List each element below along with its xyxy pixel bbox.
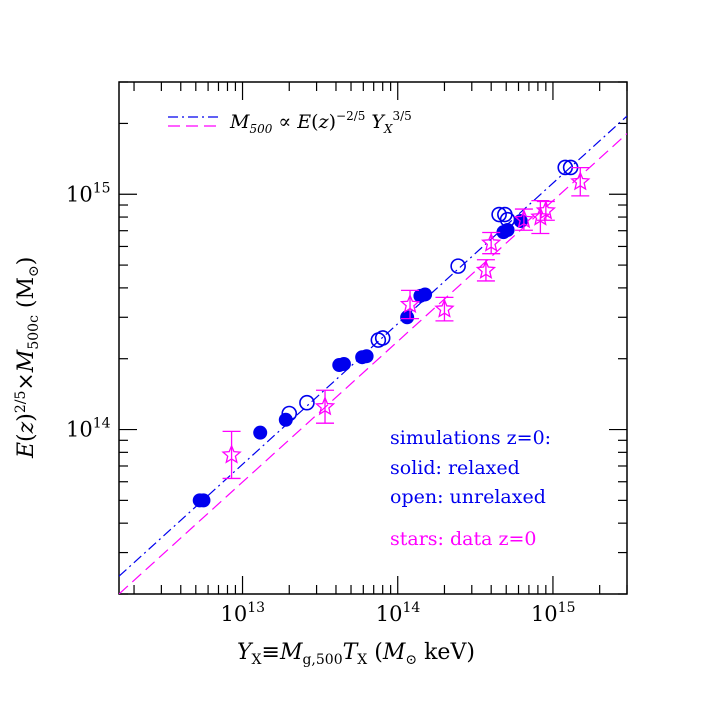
legend: M500 ∝ E(z)−2/5 YX3/5 [168, 109, 412, 136]
unrelaxed-sim-point [299, 394, 315, 411]
observed-data-star [221, 444, 242, 464]
unrelaxed-sim-point [374, 330, 391, 346]
unrelaxed-sim-point [491, 206, 507, 223]
unrelaxed-sim-point [499, 211, 516, 228]
unrelaxed-sim-point [450, 258, 466, 274]
observed-data-star [399, 293, 421, 314]
y-tick-label: 1014 [66, 416, 111, 442]
relaxed-sim-point [336, 356, 351, 371]
legend-formula: M500 ∝ E(z)−2/5 YX3/5 [229, 109, 412, 136]
observed-data-star [530, 206, 551, 226]
observed-data-star [513, 208, 535, 229]
data-points [192, 159, 591, 508]
x-axis-label: YX≡Mg,500TX (M⊙ keV) [237, 640, 475, 668]
fit-line-dashdot [119, 115, 627, 577]
annotation-simulations: simulations z=0: [390, 427, 551, 449]
relaxed-sim-point [359, 349, 374, 364]
annotation-solid-relaxed: solid: relaxed [390, 457, 520, 479]
x-tick-label: 1014 [376, 600, 421, 626]
relaxed-sim-point [400, 310, 415, 325]
observed-data-star [434, 298, 455, 318]
relaxed-sim-point [196, 493, 211, 508]
relaxed-sim-point [418, 287, 433, 302]
axis-ticks [119, 81, 628, 595]
y-axis-label: E(z)2/5×M500c (M⊙) [13, 257, 42, 459]
y-tick-label: 1015 [66, 180, 111, 206]
fit-line-dashed [119, 133, 627, 594]
observed-data-star [314, 396, 336, 416]
x-tick-label: 1015 [531, 600, 576, 626]
annotation-open-unrelaxed: open: unrelaxed [390, 486, 546, 508]
observed-data-star [570, 171, 591, 191]
plot-frame [118, 81, 628, 595]
relaxed-sim-point [253, 425, 268, 440]
observed-data-star [481, 232, 502, 252]
x-tick-label: 1013 [221, 600, 266, 626]
unrelaxed-sim-point [281, 405, 298, 422]
observed-data-star [535, 200, 557, 220]
tick-labels: 1013 1014 1015 1014 1015 [66, 180, 576, 626]
annotation-stars-data: stars: data z=0 [390, 528, 537, 550]
observed-data-star [475, 259, 497, 279]
